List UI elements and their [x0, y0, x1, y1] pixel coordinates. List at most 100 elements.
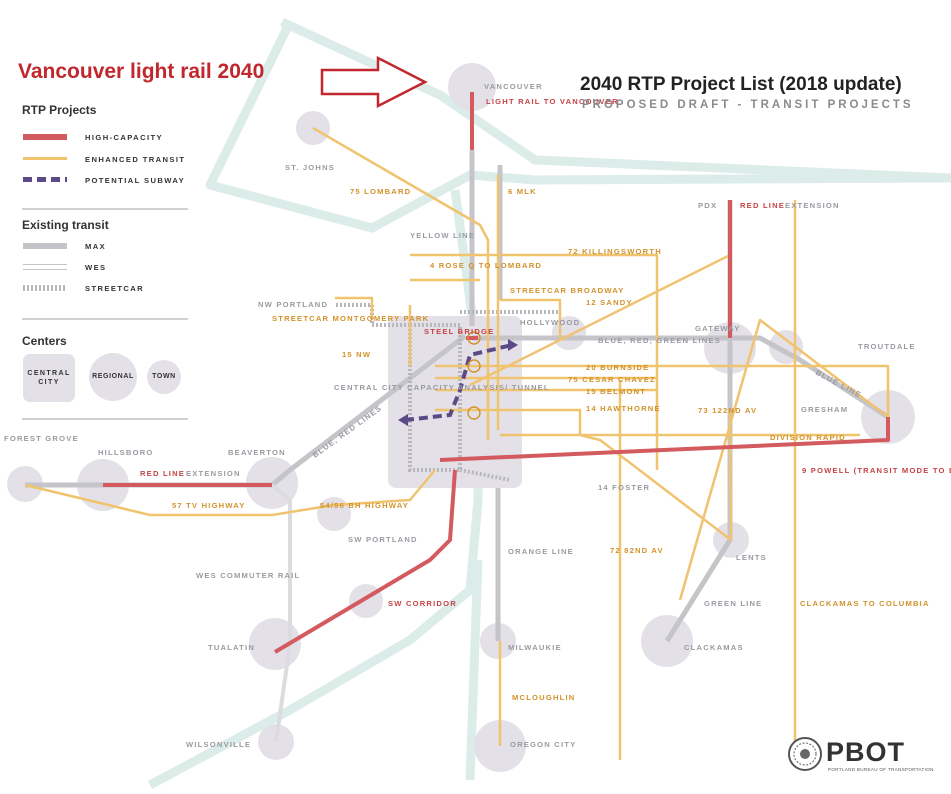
subway-arrow-east [508, 339, 518, 351]
legend-label-town: TOWN [152, 373, 176, 380]
label-streetcar-broadway: STREETCAR BROADWAY [510, 286, 625, 295]
label-blue-line: BLUE LINE [814, 368, 863, 400]
label-hillsboro: HILLSBORO [98, 448, 154, 457]
label-blue-red-lines: BLUE, RED LINES [311, 403, 384, 459]
legend-label-max: MAX [85, 242, 107, 251]
legend-label-wes: WES [85, 263, 107, 272]
max-blue-red-green [472, 335, 890, 420]
label-sw-corridor: SW CORRIDOR [388, 599, 457, 608]
label-tualatin: TUALATIN [208, 643, 255, 652]
pbot-logo-text: PBOT [826, 737, 906, 767]
label-sandy: 12 SANDY [586, 298, 633, 307]
burnside-20 [435, 364, 890, 417]
label-nw-15: 15 NW [342, 350, 371, 359]
high-capacity-lines [103, 92, 890, 654]
legend-central-city-swatch [23, 354, 75, 402]
gresham-connector [678, 318, 889, 601]
label-killingsworth: 72 KILLINGSWORTH [568, 247, 662, 256]
label-mcloughlin: MCLOUGHLIN [512, 693, 575, 702]
legend-swatch-subway [23, 177, 67, 182]
label-beaverton: BEAVERTON [228, 448, 286, 457]
label-sw-portland: SW PORTLAND [348, 535, 418, 544]
enhanced-lines [24, 126, 890, 760]
pbot-logo-caption: PORTLAND BUREAU OF TRANSPORTATION [828, 767, 934, 772]
wes-line [270, 483, 292, 743]
label-red-line-pdx: RED LINE [740, 201, 785, 210]
tv-highway [24, 483, 335, 517]
legend-swatch-enhanced [23, 157, 67, 160]
label-hollywood: HOLLYWOOD [520, 318, 580, 327]
label-streetcar-montgomery: STREETCAR MONTGOMERY PARK [272, 314, 429, 323]
label-lents: LENTS [736, 553, 767, 562]
legend-rtp-heading: RTP Projects [22, 103, 97, 117]
legend-swatch-high-capacity [23, 134, 67, 140]
legend-existing-heading: Existing transit [22, 218, 109, 232]
broadway [500, 298, 562, 338]
legend-label-regional: REGIONAL [92, 373, 134, 380]
legend-divider-1 [22, 208, 188, 210]
station-rings [467, 331, 481, 420]
foster-14 [579, 433, 732, 541]
label-green-line: GREEN LINE [704, 599, 762, 608]
label-foster: 14 FOSTER [598, 483, 650, 492]
label-mlk: 6 MLK [508, 187, 537, 196]
subway-tunnel [404, 343, 513, 422]
willamette-south [465, 559, 483, 781]
streetcar-loop [408, 323, 462, 472]
label-oregon-city: OREGON CITY [510, 740, 576, 749]
station-ring-3 [467, 406, 481, 420]
label-blue-red-green: BLUE, RED, GREEN LINES [598, 336, 721, 345]
label-st-johns: ST. JOHNS [285, 163, 335, 172]
columbia-river [280, 17, 951, 183]
label-orange-line: ORANGE LINE [508, 547, 574, 556]
legend-divider-2 [22, 318, 188, 320]
label-rose-q: 4 ROSE Q TO LOMBARD [430, 261, 542, 270]
legend-label-enhanced: ENHANCED TRANSIT [85, 155, 186, 164]
killingsworth-72 [410, 253, 659, 470]
label-yellow-line: YELLOW LINE [410, 231, 475, 240]
rivers-layer [147, 17, 951, 789]
label-bh-highway: 54/56 BH HIGHWAY [320, 501, 409, 510]
streetcar-south [459, 468, 511, 482]
label-clackamas: CLACKAMAS [684, 643, 744, 652]
label-122nd: 73 122ND AV [698, 406, 757, 415]
legend-label-subway: POTENTIAL SUBWAY [85, 176, 186, 185]
bh-highway [333, 469, 436, 507]
label-central-city: CENTRAL CITY CAPACITY ANALYSIS/ TUNNEL [334, 383, 550, 392]
center-vancouver [448, 63, 496, 111]
legend-swatch-wes [23, 264, 67, 270]
subway-arrow-west [398, 414, 408, 426]
page-title: 2040 RTP Project List (2018 update) [580, 74, 902, 95]
ave-122 [728, 409, 733, 541]
page-subtitle: PROPOSED DRAFT - TRANSIT PROJECTS [582, 99, 914, 111]
label-tv-highway: 57 TV HIGHWAY [172, 501, 246, 510]
montgomery-park [335, 296, 374, 320]
legend-town-swatch [147, 360, 181, 394]
lombard-75 [312, 126, 490, 440]
legend-regional-swatch [89, 353, 137, 401]
label-milwaukie: MILWAUKIE [508, 643, 562, 652]
label-nw-portland: NW PORTLAND [258, 300, 328, 309]
max-green [664, 338, 733, 643]
label-powell: 9 POWELL (TRANSIT MODE TO BE DETERMINED) [802, 466, 951, 475]
annotation-text: Vancouver light rail 2040 [18, 60, 265, 83]
center-tualatin [249, 618, 301, 670]
label-burnside: 20 BURNSIDE [586, 363, 649, 372]
label-belmont: 15 BELMONT [586, 387, 646, 396]
label-red-line-hillsboro: RED LINE [140, 469, 185, 478]
station-ring-2 [467, 359, 481, 373]
label-red-line-pdx-suffix: EXTENSION [785, 201, 840, 210]
label-gresham: GRESHAM [801, 405, 848, 414]
label-wilsonville: WILSONVILLE [186, 740, 251, 749]
label-red-line-hillsboro-suffix: EXTENSION [186, 469, 241, 478]
label-cesar-chavez: 75 CESAR CHAVEZ [568, 375, 656, 384]
powell-9 [439, 417, 890, 462]
label-gateway: GATEWAY [695, 324, 741, 333]
legend-swatch-streetcar [23, 285, 67, 291]
legend-centers-heading: Centers [22, 334, 67, 348]
legend-divider-3 [22, 418, 188, 420]
river-boundary [205, 20, 951, 233]
label-forest-grove: FOREST GROVE [4, 434, 79, 443]
